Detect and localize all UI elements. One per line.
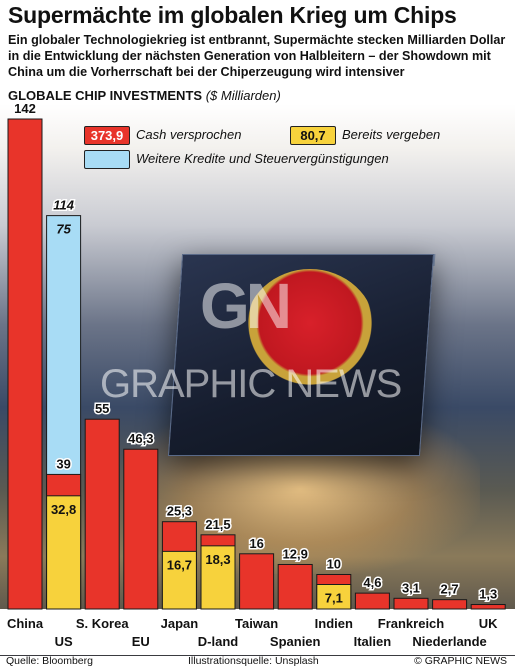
page-title: Supermächte im globalen Krieg um Chips (8, 2, 457, 28)
category-label-0: China (7, 616, 44, 631)
chart-label: GLOBALE CHIP INVESTMENTS ($ Milliarden) (8, 88, 281, 103)
category-label-4: Japan (161, 616, 199, 631)
bar-cash-2 (84, 418, 120, 610)
bar-cash-10 (393, 597, 429, 610)
bar-cash-12 (470, 604, 506, 610)
value-label-3: 46,3 (128, 431, 153, 446)
bar-cash-0 (7, 118, 43, 610)
legend-awarded-label: Bereits vergeben (342, 127, 441, 142)
bar-cash-9 (354, 592, 390, 610)
footer-copyright: © GRAPHIC NEWS (414, 655, 507, 667)
value-label-4: 25,3 (167, 504, 192, 519)
value-label-6: 16 (249, 536, 263, 551)
awarded-label-4: 16,7 (167, 557, 192, 572)
category-axis-background (0, 609, 515, 655)
chart-unit: ($ Milliarden) (205, 88, 281, 103)
legend-credits-label: Weitere Kredite und Steuervergünstigunge… (136, 151, 389, 166)
value-label-5: 21,5 (205, 517, 230, 532)
category-label-1: US (55, 634, 73, 649)
category-label-12: UK (479, 616, 498, 631)
value-label-2: 55 (95, 401, 109, 416)
credits-total-label-1: 114 (53, 198, 74, 213)
awarded-label-5: 18,3 (205, 552, 230, 567)
category-label-11: Niederlande (412, 634, 486, 649)
footer-source: Quelle: Bloomberg (6, 655, 93, 667)
legend-cash-label: Cash versprochen (136, 127, 242, 142)
awarded-label-8: 7,1 (325, 591, 343, 606)
category-label-2: S. Korea (76, 616, 130, 631)
value-label-0: 142 (14, 101, 36, 116)
value-label-12: 1,3 (479, 587, 497, 602)
category-label-3: EU (132, 634, 150, 649)
value-label-7: 12,9 (283, 546, 308, 561)
credits-inner-label-1: 75 (56, 222, 71, 237)
bar-awarded-5 (200, 545, 236, 610)
watermark-text: GRAPHIC NEWS (100, 362, 402, 406)
category-label-9: Italien (354, 634, 392, 649)
china-emblem-image (245, 269, 375, 389)
category-label-6: Taiwan (235, 616, 278, 631)
bar-cash-3 (123, 448, 159, 610)
watermark-logo: GN (200, 270, 292, 342)
page-subtitle: Ein globaler Technologiekrieg ist entbra… (8, 33, 506, 79)
bar-cash-6 (239, 553, 275, 610)
value-label-9: 4,6 (363, 575, 381, 590)
bar-awarded-1 (46, 495, 82, 610)
legend-credits-swatch (84, 150, 130, 169)
category-label-5: D-land (198, 634, 239, 649)
value-label-10: 3,1 (402, 580, 420, 595)
bar-awarded-4 (161, 550, 197, 610)
value-label-1: 39 (56, 456, 70, 471)
legend-awarded-value: 80,7 (290, 126, 336, 145)
category-label-10: Frankreich (378, 616, 445, 631)
bar-awarded-8 (316, 584, 352, 610)
value-label-11: 2,7 (441, 582, 459, 597)
legend-cash-value: 373,9 (84, 126, 130, 145)
footer-image-source: Illustrationsquelle: Unsplash (188, 655, 319, 667)
bar-cash-11 (432, 599, 468, 610)
bar-cash-7 (277, 563, 313, 610)
value-label-8: 10 (327, 556, 341, 571)
awarded-label-1: 32,8 (51, 502, 76, 517)
category-label-7: Spanien (270, 634, 321, 649)
chart-title: GLOBALE CHIP INVESTMENTS (8, 88, 203, 103)
category-label-8: Indien (315, 616, 353, 631)
